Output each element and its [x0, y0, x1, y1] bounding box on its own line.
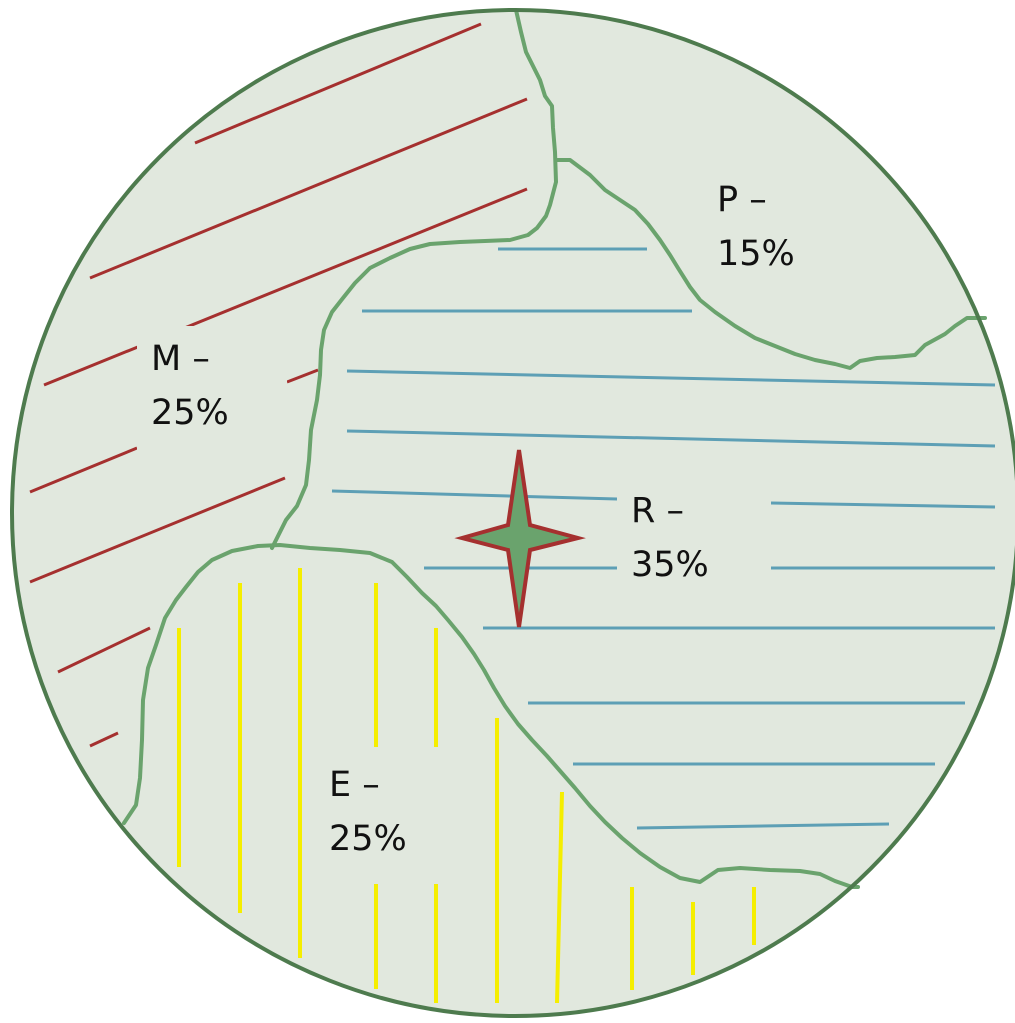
hatch-line-m [29, 446, 138, 494]
boundary-p-r [554, 158, 987, 370]
boundary-e-r [122, 543, 860, 889]
region-e-name: E – [329, 765, 380, 805]
region-r-hatching [331, 247, 996, 830]
hatch-line-r [346, 429, 996, 448]
region-label-m: M – 25% [137, 326, 287, 454]
four-point-star-icon [454, 449, 586, 628]
hatch-line-r [346, 369, 996, 387]
hatch-line-m [89, 731, 119, 748]
hatch-line-r [636, 822, 890, 830]
hatch-line-e [555, 791, 564, 1004]
hatch-line-m [89, 97, 528, 280]
circular-field-border [10, 8, 1015, 1018]
region-e-hatching [177, 568, 756, 1004]
hatch-line-m [194, 22, 482, 145]
hatch-line-m [286, 368, 319, 384]
region-m-share: 25% [151, 393, 229, 433]
region-r-name: R – [631, 491, 684, 531]
hatch-line-r [770, 501, 996, 509]
hatch-line-m [43, 187, 528, 387]
region-m-hatching [29, 22, 528, 748]
region-p-name: P – [717, 180, 767, 220]
region-label-p: P – 15% [703, 167, 813, 295]
region-m-name: M – [151, 339, 210, 379]
region-label-e: E – 25% [315, 752, 452, 884]
hatch-line-m [29, 476, 286, 584]
region-p-share: 15% [717, 234, 795, 274]
region-label-r: R – 35% [617, 478, 771, 608]
boundary-m-p-r [270, 8, 558, 550]
region-e-share: 25% [329, 819, 407, 859]
hatch-line-m [57, 626, 151, 674]
hatch-line-r [331, 489, 618, 501]
region-r-share: 35% [631, 545, 709, 585]
